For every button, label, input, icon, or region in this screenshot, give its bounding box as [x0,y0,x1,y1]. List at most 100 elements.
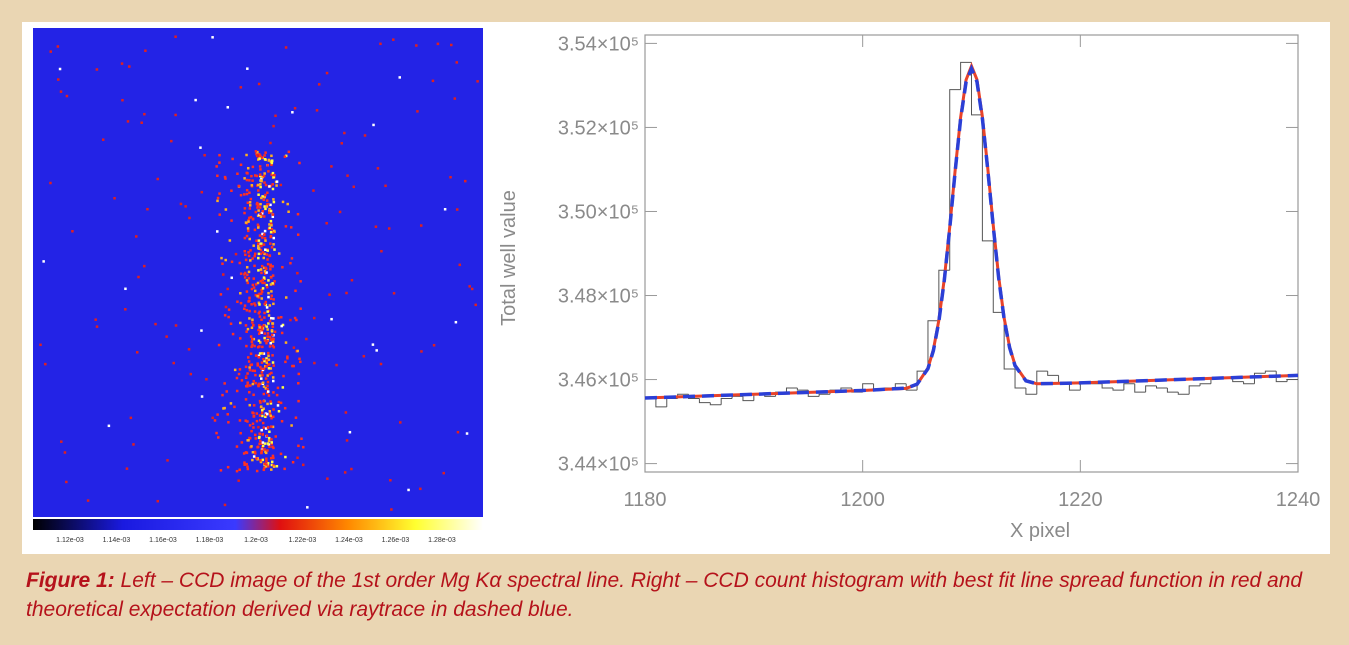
ccd-pixel [218,161,221,164]
ccd-pixel [263,229,267,233]
ccd-pixel [470,287,474,291]
ccd-pixel [277,252,281,255]
ccd-pixel [245,462,248,466]
ccd-pixel [218,192,221,195]
ccd-pixel [250,303,253,306]
ccd-pixel [63,451,67,454]
ccd-pixel [252,426,255,429]
ccd-pixel [268,254,271,258]
ccd-pixel [269,400,272,403]
ccd-pixel [269,402,273,405]
ccd-pixel [269,203,272,207]
ccd-pixel [273,248,276,251]
ccd-pixel [268,185,271,188]
ccd-pixel [284,296,288,299]
ccd-pixel [267,439,271,443]
ccd-pixel [261,345,264,349]
ccd-pixel [257,153,261,156]
ccd-pixel [293,316,297,320]
ccd-pixel [259,330,262,333]
ccd-pixel [258,432,261,435]
ccd-pixel [297,444,300,448]
ccd-pixel [271,322,275,325]
ccd-pixel [49,50,52,53]
ccd-pixel [261,251,265,254]
ccd-pixel [372,123,375,127]
ccd-pixel [398,76,402,79]
ccd-pixel [261,408,264,412]
ccd-pixel [313,361,316,365]
ccd-pixel [261,446,264,449]
ccd-pixel [248,436,251,440]
ccd-pixel [223,175,227,179]
ccd-pixel [270,438,273,441]
ccd-pixel [315,109,319,112]
ccd-pixel [263,339,267,342]
ccd-pixel [260,352,264,355]
ccd-pixel [399,421,402,424]
histogram-step [1123,383,1135,391]
ccd-pixel [257,301,261,305]
ccd-pixel [132,443,135,446]
ccd-pixel [263,270,267,273]
ccd-pixel [257,256,260,260]
ccd-pixel [226,287,229,291]
ccd-pixel [258,234,262,237]
ccd-pixel [269,341,273,345]
ccd-pixel [375,349,378,352]
ccd-pixel [262,407,265,410]
ccd-pixel [376,167,380,170]
ccd-pixel [245,266,249,269]
ccd-pixel [255,239,258,242]
ccd-pixel [271,379,275,383]
ccd-pixel [261,381,265,384]
ccd-pixel [240,441,244,444]
ccd-pixel [280,331,284,335]
ccd-pixel [275,180,279,183]
ccd-pixel [313,316,316,320]
ccd-pixel [266,426,270,429]
ccd-pixel [260,264,264,268]
ccd-pixel [250,326,254,329]
ccd-pixel [258,315,262,318]
ccd-pixel [246,356,250,359]
ccd-pixel [262,243,266,246]
ccd-pixel [258,174,262,178]
ccd-pixel [244,419,247,422]
ccd-pixel [269,283,273,286]
ccd-pixel [249,215,253,219]
ccd-pixel [252,415,255,418]
ccd-pixel [243,271,247,275]
ccd-pixel [267,322,270,325]
ccd-pixel [247,220,250,223]
ccd-pixel [252,393,255,397]
ccd-pixel [250,337,254,341]
ccd-pixel [267,436,271,440]
histogram-step [1156,385,1168,389]
ccd-pixel [235,376,239,380]
ccd-pixel [455,61,459,64]
ccd-pixel [263,316,266,319]
ccd-pixel [260,377,263,380]
ccd-pixel [265,283,269,287]
ccd-pixel [261,287,265,290]
ccd-pixel [296,212,300,216]
ccd-pixel [416,110,419,113]
ccd-pixel [259,252,263,255]
ccd-pixel [283,467,286,471]
ccd-pixel [272,391,275,394]
ccd-pixel [42,260,45,263]
ccd-pixel [211,416,214,420]
ccd-pixel [256,445,260,449]
ccd-pixel [231,157,234,161]
ccd-pixel [458,263,462,267]
ccd-pixel [216,413,219,416]
ccd-pixel [271,325,275,328]
ccd-pixel [249,197,253,201]
ccd-pixel [267,394,271,397]
ccd-pixel [268,304,272,307]
ccd-pixel [270,163,273,167]
ccd-pixel [338,210,342,214]
ccd-pixel [265,253,269,256]
ccd-pixel [246,201,250,204]
